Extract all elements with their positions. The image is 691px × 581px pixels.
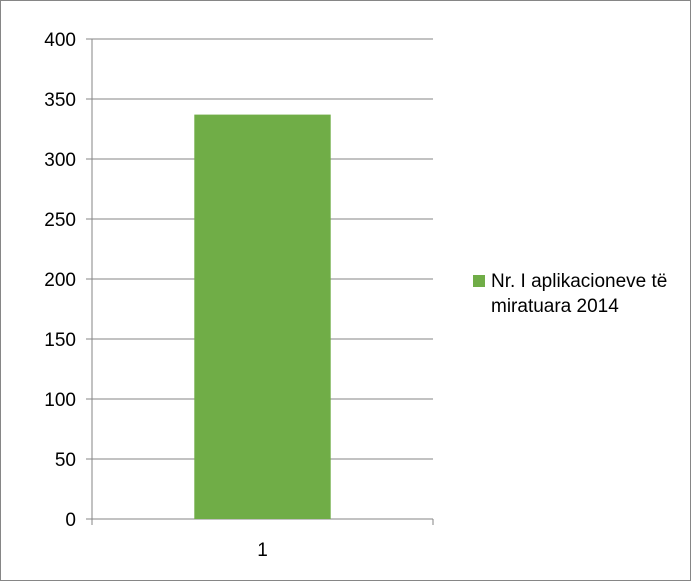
legend-swatch: [473, 275, 485, 287]
y-tick-label: 100: [44, 390, 76, 411]
x-tick-label: 1: [257, 540, 268, 561]
y-tick-label: 150: [44, 330, 76, 351]
y-tick-label: 50: [55, 450, 76, 471]
y-tick-label: 200: [44, 270, 76, 291]
y-tick-label: 300: [44, 150, 76, 171]
y-tick-label: 350: [44, 90, 76, 111]
y-tick-label: 250: [44, 210, 76, 231]
y-tick-label: 400: [44, 30, 76, 51]
bar: [194, 114, 331, 519]
legend: Nr. I aplikacioneve të miratuara 2014: [473, 269, 691, 319]
legend-label: Nr. I aplikacioneve të miratuara 2014: [491, 271, 668, 317]
y-tick-label: 0: [65, 510, 76, 531]
